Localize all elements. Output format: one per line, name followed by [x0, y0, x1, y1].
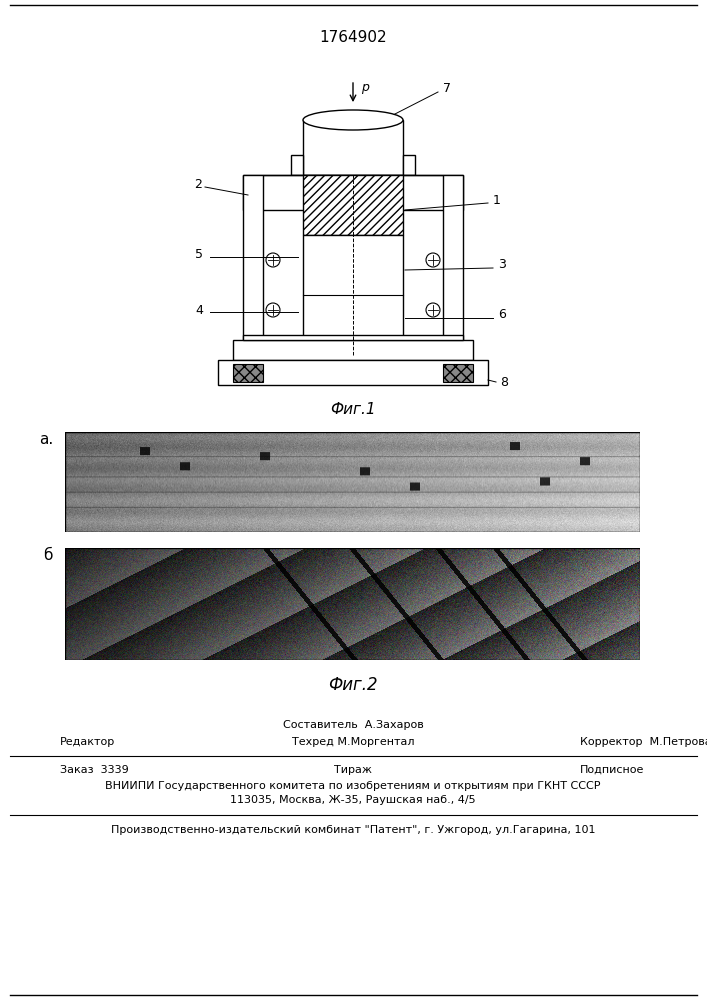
Bar [243, 175, 463, 210]
Text: Техред М.Моргентал: Техред М.Моргентал [292, 737, 414, 747]
Bar [233, 340, 473, 360]
Text: Производственно-издательский комбинат "Патент", г. Ужгород, ул.Гагарина, 101: Производственно-издательский комбинат "П… [111, 825, 595, 835]
Bar [233, 364, 263, 382]
Text: Подписное: Подписное [580, 765, 644, 775]
Bar [303, 120, 403, 175]
Text: б: б [44, 548, 53, 564]
Text: Заказ  3339: Заказ 3339 [60, 765, 129, 775]
Text: ВНИИПИ Государственного комитета по изобретениям и открытиям при ГКНТ СССР: ВНИИПИ Государственного комитета по изоб… [105, 781, 601, 791]
Text: 4: 4 [195, 304, 203, 316]
Text: Составитель  А.Захаров: Составитель А.Захаров [283, 720, 423, 730]
Text: р: р [361, 82, 369, 95]
Bar [65, 432, 640, 532]
Text: 1: 1 [493, 194, 501, 207]
Text: 7: 7 [443, 82, 451, 95]
Text: Редактор: Редактор [60, 737, 115, 747]
Text: 2: 2 [194, 178, 202, 192]
Text: Тираж: Тираж [334, 765, 372, 775]
Bar [218, 360, 488, 385]
Text: 6: 6 [498, 308, 506, 322]
Bar [291, 155, 303, 175]
Text: 5: 5 [195, 248, 203, 261]
Ellipse shape [303, 110, 403, 130]
Bar [243, 175, 263, 340]
Text: 3: 3 [498, 258, 506, 271]
Bar [403, 155, 415, 175]
Bar [443, 175, 463, 340]
Bar [303, 175, 403, 235]
Text: Фиг.1: Фиг.1 [330, 402, 376, 418]
Text: 1764902: 1764902 [319, 30, 387, 45]
Bar [443, 364, 473, 382]
Text: 113035, Москва, Ж-35, Раушская наб., 4/5: 113035, Москва, Ж-35, Раушская наб., 4/5 [230, 795, 476, 805]
Bar [303, 235, 403, 355]
Text: Корректор  М.Петрова: Корректор М.Петрова [580, 737, 707, 747]
Text: Фиг.2: Фиг.2 [328, 676, 378, 694]
Text: а.: а. [39, 432, 53, 448]
Text: 8: 8 [500, 376, 508, 389]
Bar [243, 335, 463, 340]
Bar [65, 548, 640, 660]
